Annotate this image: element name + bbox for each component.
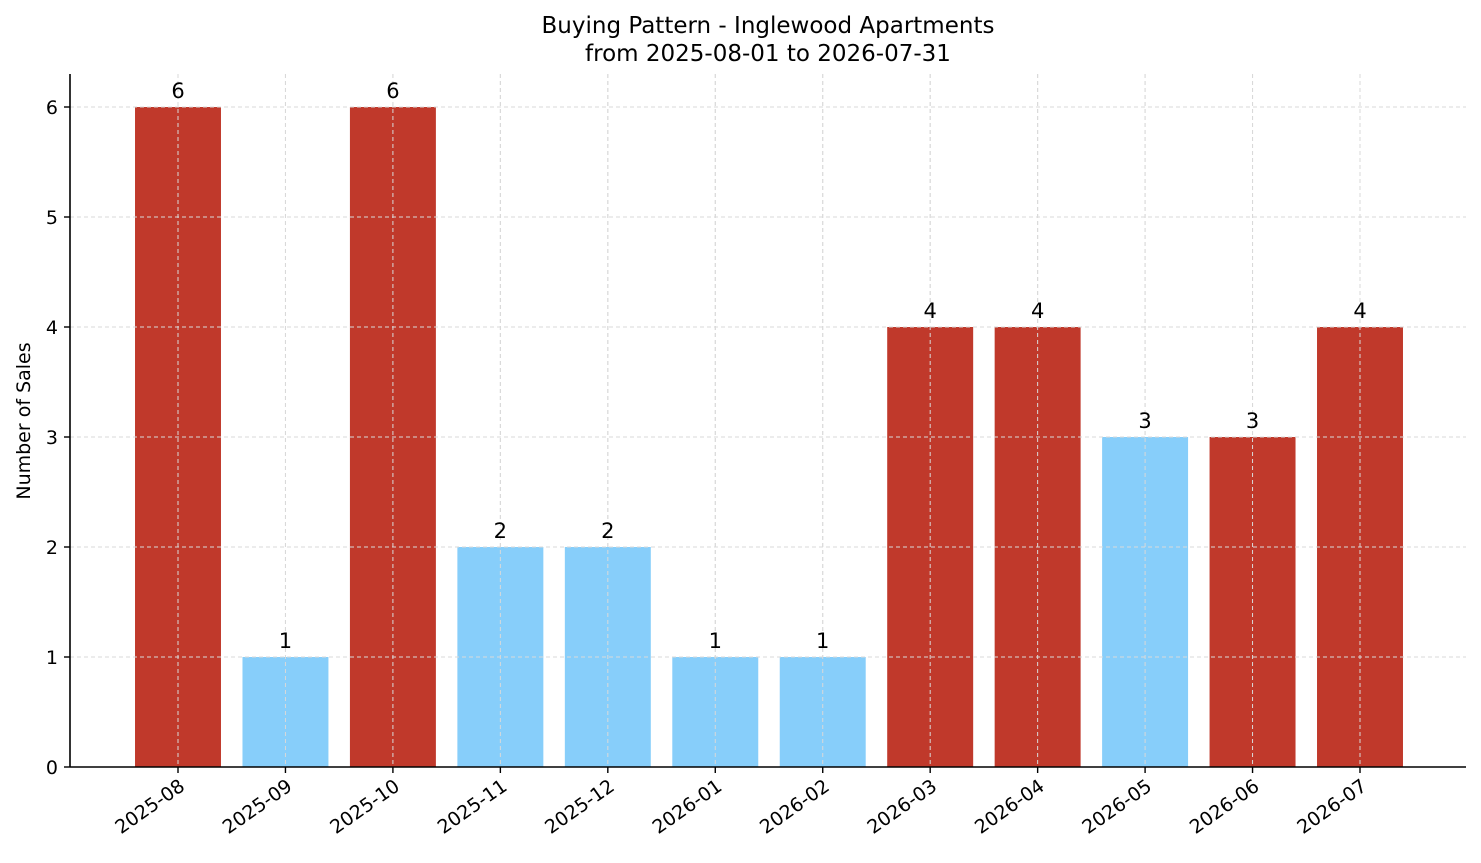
bars: [70, 74, 1466, 767]
x-tick-label: 2026-06: [1186, 775, 1264, 839]
x-tick-label: 2025-11: [434, 775, 512, 839]
data-label: 1: [816, 629, 829, 653]
data-label: 1: [279, 629, 292, 653]
y-tick-label: 1: [46, 647, 58, 669]
data-label: 4: [923, 299, 936, 323]
y-tick-label: 5: [46, 207, 58, 229]
data-label: 1: [709, 629, 722, 653]
y-ticks: 0 1 2 3 4 5 6: [46, 97, 70, 779]
y-axis-label: Number of Sales: [13, 342, 35, 499]
data-label: 3: [1138, 409, 1151, 433]
y-tick-label: 2: [46, 537, 58, 559]
x-tick-label: 2026-01: [648, 775, 726, 839]
x-tick-label: 2025-10: [326, 775, 404, 839]
x-tick-label: 2026-04: [971, 775, 1049, 839]
data-label: 6: [171, 79, 184, 103]
data-label: 4: [1031, 299, 1044, 323]
x-tick-label: 2026-03: [863, 775, 941, 839]
x-tick-label: 2026-02: [756, 775, 834, 839]
data-label: 6: [386, 79, 399, 103]
data-label: 2: [601, 519, 614, 543]
x-tick-label: 2026-07: [1293, 775, 1371, 839]
y-tick-label: 4: [46, 317, 58, 339]
x-tick-label: 2025-08: [111, 775, 189, 839]
axes: [69, 74, 1466, 768]
chart-title: Buying Pattern - Inglewood Apartments: [542, 13, 995, 39]
y-tick-label: 6: [46, 97, 58, 119]
data-label: 4: [1353, 299, 1366, 323]
data-label: 3: [1246, 409, 1259, 433]
chart-subtitle: from 2025-08-01 to 2026-07-31: [585, 41, 951, 67]
x-ticks: 2025-08 2025-09 2025-10 2025-11 2025-12 2026-…: [111, 767, 1371, 839]
x-tick-label: 2026-05: [1078, 775, 1156, 839]
x-tick-label: 2025-09: [219, 775, 297, 839]
data-label: 2: [494, 519, 507, 543]
data-labels: 6 1 6 2 2 1 1 4 4 3 3 4: [171, 79, 1366, 653]
y-tick-label: 3: [46, 427, 58, 449]
y-tick-label: 0: [46, 757, 58, 779]
x-tick-label: 2025-12: [541, 775, 619, 839]
